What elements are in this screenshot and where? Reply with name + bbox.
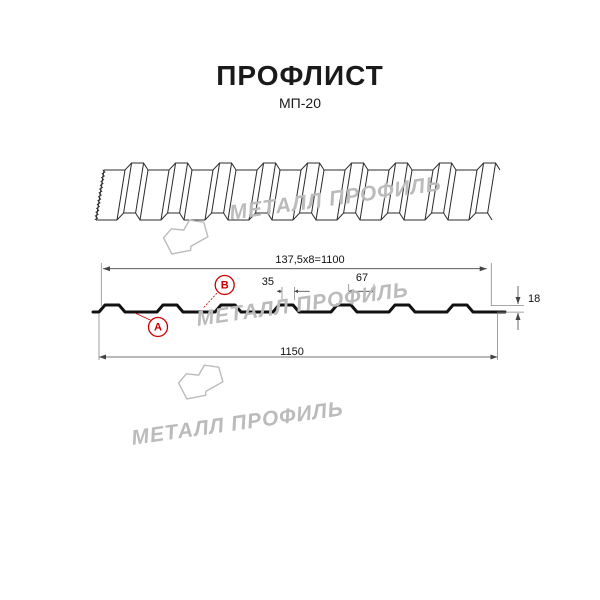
svg-text:35: 35 xyxy=(262,276,274,288)
svg-text:B: B xyxy=(221,280,229,292)
svg-text:67: 67 xyxy=(356,272,368,284)
svg-text:137,5x8=1100: 137,5x8=1100 xyxy=(275,254,344,266)
svg-text:A: A xyxy=(154,322,162,334)
svg-text:18: 18 xyxy=(528,293,540,305)
svg-text:1150: 1150 xyxy=(280,346,304,358)
